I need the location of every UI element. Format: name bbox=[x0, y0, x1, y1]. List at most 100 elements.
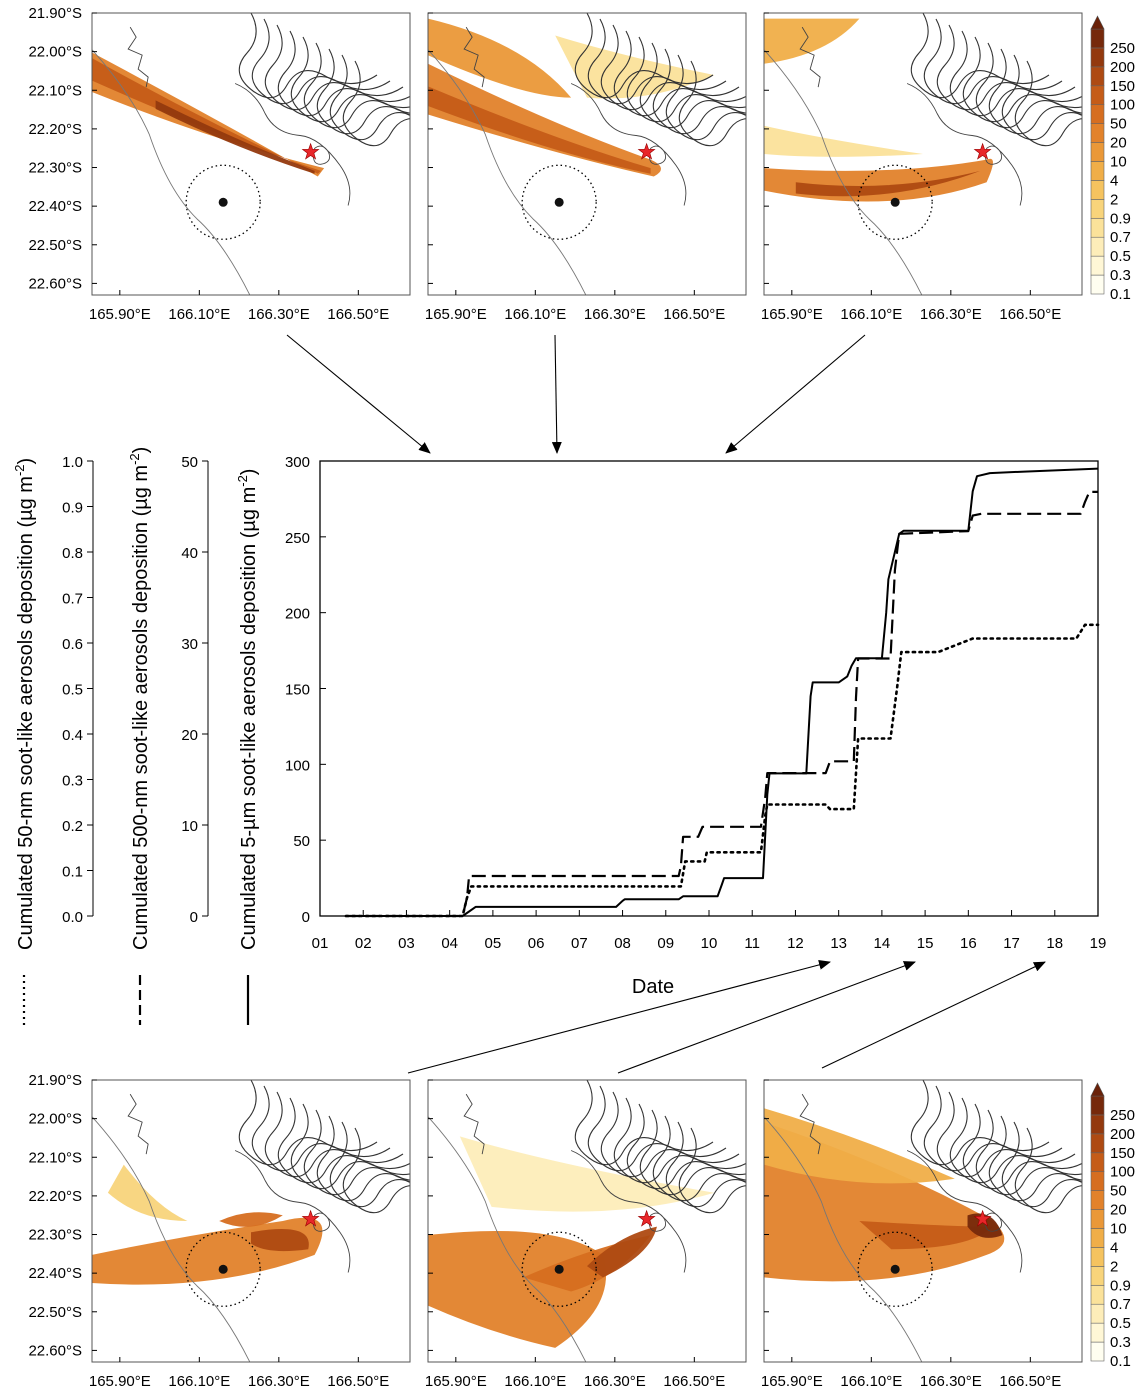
colorbar-swatch bbox=[1090, 123, 1105, 143]
colorbar-swatch bbox=[1090, 1266, 1105, 1286]
colorbar-label: 2 bbox=[1110, 1258, 1118, 1275]
lat-tick-label: 22.20°S bbox=[28, 1188, 82, 1205]
map-frame bbox=[91, 1079, 411, 1363]
deposition-plume bbox=[428, 18, 572, 98]
lon-tick-label: 165.90°E bbox=[425, 306, 487, 323]
arrow-bottom-middle bbox=[617, 961, 916, 1074]
colorbar-swatch bbox=[1090, 1284, 1105, 1305]
site-marker bbox=[218, 1264, 228, 1274]
y-tick-label: 0.8 bbox=[62, 545, 83, 562]
topography-contours bbox=[574, 1080, 746, 1214]
lat-tick-label: 22.50°S bbox=[28, 237, 82, 254]
y-tick-label: 0.5 bbox=[62, 682, 83, 699]
y-tick-label: 0.7 bbox=[62, 591, 83, 608]
series-line-solid bbox=[345, 467, 1099, 917]
colorbar-swatch bbox=[1090, 66, 1105, 87]
lon-tick-label: 165.90°E bbox=[761, 1373, 823, 1390]
arrow-top-left bbox=[286, 334, 431, 454]
x-tick-label: 16 bbox=[960, 935, 977, 952]
x-tick-label: 07 bbox=[571, 935, 588, 952]
colorbar-label: 50 bbox=[1110, 116, 1127, 133]
colorbar-label: 0.3 bbox=[1110, 267, 1131, 284]
arrow-bottom-right bbox=[821, 961, 1046, 1069]
arrow-bottom-left bbox=[407, 959, 831, 1074]
x-tick-label: 03 bbox=[398, 935, 415, 952]
colorbar-label: 0.7 bbox=[1110, 229, 1131, 246]
colorbar-label: 200 bbox=[1110, 59, 1135, 76]
deposition-plume bbox=[795, 170, 981, 197]
deposition-plume bbox=[587, 1226, 657, 1278]
lon-tick-label: 166.30°E bbox=[920, 1373, 982, 1390]
lat-tick-label: 22.60°S bbox=[28, 1342, 82, 1359]
source-star-icon bbox=[637, 1209, 656, 1227]
lon-tick-label: 166.10°E bbox=[504, 1373, 566, 1390]
maps-bottom-row: 21.90°S 22.00°S 22.10°S 22.20°S 22.30°S 22.40… bbox=[28, 1072, 1083, 1390]
source-star-icon bbox=[973, 1209, 992, 1227]
site-marker bbox=[554, 1264, 564, 1274]
colorbar-extend-cap bbox=[1090, 1082, 1105, 1097]
main-chart: 0.0 0.1 0.2 0.3 0.4 0.5 0.6 0.7 0.8 0.9 1.0 Cumulat… bbox=[12, 447, 1106, 1025]
colorbar-label: 100 bbox=[1110, 1164, 1135, 1181]
x-tick-label: 04 bbox=[441, 935, 458, 952]
colorbar-swatch bbox=[1090, 85, 1105, 106]
colorbar-label: 0.5 bbox=[1110, 1315, 1131, 1332]
maps-top-row: 21.90°S 22.00°S 22.10°S 22.20°S 22.30°S 22.40… bbox=[28, 5, 1083, 323]
map-frame bbox=[427, 12, 747, 296]
map-panel-bottom-3: 165.90°E 166.10°E 166.30°E 166.50°E bbox=[761, 1079, 1083, 1390]
y-tick-label: 1.0 bbox=[62, 454, 83, 471]
y-tick-label: 30 bbox=[181, 636, 198, 653]
map-panel-top-1: 165.90°E 166.10°E 166.30°E 166.50°E bbox=[89, 12, 411, 323]
radius-circle bbox=[185, 164, 261, 240]
x-tick-label: 01 bbox=[312, 935, 329, 952]
x-tick-label: 02 bbox=[355, 935, 372, 952]
x-tick-label: 09 bbox=[657, 935, 674, 952]
site-marker bbox=[218, 197, 228, 207]
colorbar-swatch bbox=[1090, 161, 1105, 181]
plot-area bbox=[319, 460, 1099, 917]
y-tick-label: 0.1 bbox=[62, 864, 83, 881]
y-tick-label: 150 bbox=[285, 682, 310, 699]
radius-circle bbox=[857, 164, 933, 240]
colorbar-swatch bbox=[1090, 217, 1105, 238]
lon-tick-label: 165.90°E bbox=[761, 306, 823, 323]
y-tick-label: 40 bbox=[181, 545, 198, 562]
lon-tick-label: 165.90°E bbox=[89, 306, 151, 323]
site-marker bbox=[554, 197, 564, 207]
lon-tick-label: 166.30°E bbox=[584, 306, 646, 323]
lat-tick-label: 22.20°S bbox=[28, 121, 82, 138]
colorbar-label: 10 bbox=[1110, 1221, 1127, 1238]
arrow-top-middle bbox=[551, 334, 562, 454]
x-tick-label: 05 bbox=[485, 935, 502, 952]
colorbars: 0.10.30.50.70.9241020501001502002500.10.… bbox=[1090, 15, 1135, 1370]
x-tick-label: 10 bbox=[701, 935, 718, 952]
arrow-top-right bbox=[725, 334, 866, 454]
colorbar-swatch bbox=[1090, 1228, 1105, 1248]
y-tick-label: 50 bbox=[293, 833, 310, 850]
y-axes: 0.0 0.1 0.2 0.3 0.4 0.5 0.6 0.7 0.8 0.9 1.0 Cumulat… bbox=[12, 447, 326, 1025]
lat-tick-label: 22.40°S bbox=[28, 1265, 82, 1282]
colorbar-swatch bbox=[1090, 1247, 1105, 1267]
map-frame bbox=[91, 12, 411, 296]
colorbar-swatch bbox=[1090, 1095, 1105, 1116]
radius-circle bbox=[185, 1231, 261, 1307]
y-axis-title: Cumulated 50-nm soot-like aerosols depos… bbox=[12, 458, 37, 950]
lon-tick-label: 166.10°E bbox=[168, 1373, 230, 1390]
lon-tick-label: 166.10°E bbox=[168, 306, 230, 323]
colorbar-label: 10 bbox=[1110, 154, 1127, 171]
colorbar-swatch bbox=[1090, 1190, 1105, 1210]
y-tick-label: 0.3 bbox=[62, 773, 83, 790]
lat-tick-label: 22.10°S bbox=[28, 1149, 82, 1166]
lon-tick-label: 166.10°E bbox=[504, 306, 566, 323]
lon-tick-label: 166.50°E bbox=[663, 306, 725, 323]
y-tick-label: 300 bbox=[285, 454, 310, 471]
colorbar-swatch bbox=[1090, 1171, 1105, 1191]
source-star-icon bbox=[301, 142, 320, 160]
x-tick-label: 13 bbox=[830, 935, 847, 952]
radius-circle bbox=[521, 1231, 597, 1307]
colorbar-swatch bbox=[1090, 1133, 1105, 1154]
y-tick-label: 0 bbox=[302, 909, 310, 926]
colorbar-label: 0.1 bbox=[1110, 1353, 1131, 1370]
colorbar-swatch bbox=[1090, 1303, 1105, 1324]
y-axis-3: 0 50 100 150 200 250 300 Cumulated 5-µm soot-li… bbox=[235, 454, 326, 1025]
colorbar-label: 100 bbox=[1110, 97, 1135, 114]
